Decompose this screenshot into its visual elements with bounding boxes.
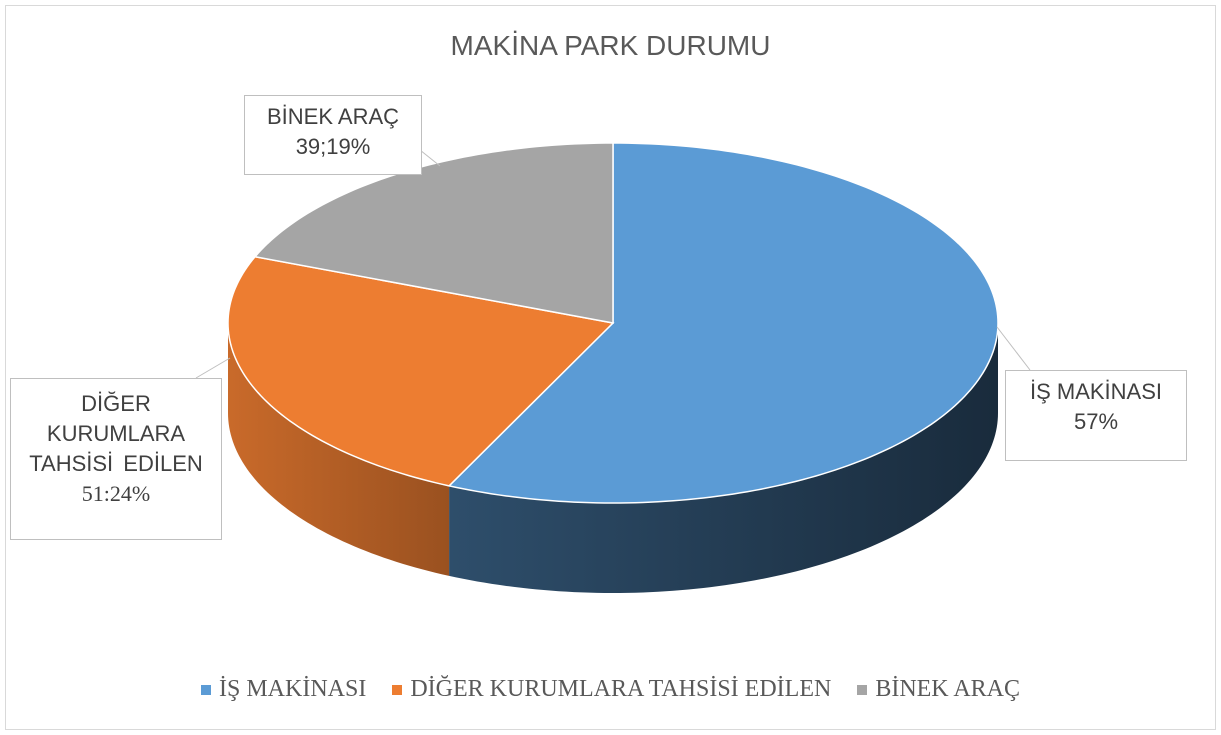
legend-label: BİNEK ARAÇ (875, 676, 1020, 702)
leader-line (996, 326, 1031, 371)
leader-line (195, 357, 231, 379)
legend-label: DİĞER KURUMLARA TAHSİSİ EDİLEN (410, 676, 832, 702)
slice-top (227, 255, 615, 487)
legend-swatch (392, 684, 403, 695)
leader-line (419, 149, 441, 167)
label-value: 57% (1073, 409, 1119, 434)
label-category: DİĞER KURUMLARA TAHSİSİ EDİLEN (29, 391, 203, 476)
legend-swatch (201, 684, 211, 695)
data-label: DİĞER KURUMLARA TAHSİSİ EDİLEN 51:24% (10, 378, 222, 540)
label-value: 51:24% (81, 481, 151, 506)
label-value: 39;19% (295, 134, 371, 159)
slice-top (447, 142, 999, 504)
label-category: BİNEK ARAÇ (266, 104, 400, 129)
legend-swatch (857, 684, 868, 695)
slice-side (449, 323, 999, 593)
data-label: BİNEK ARAÇ 39;19% (244, 95, 422, 175)
legend-item: İŞ MAKİNASI (201, 676, 366, 703)
legend: İŞ MAKİNASI DİĞER KURUMLARA TAHSİSİ EDİLE… (0, 676, 1221, 703)
pie-tops (227, 142, 999, 504)
label-category: İŞ MAKİNASI (1029, 379, 1163, 404)
pie-slice (447, 142, 999, 504)
pie-slice (227, 255, 615, 487)
legend-label: İŞ MAKİNASI (219, 676, 367, 702)
chart-title: MAKİNA PARK DURUMU (450, 30, 771, 61)
legend-item: BİNEK ARAÇ (857, 676, 1020, 703)
legend-item: DİĞER KURUMLARA TAHSİSİ EDİLEN (392, 676, 831, 703)
data-label: İŞ MAKİNASI 57% (1005, 370, 1187, 461)
